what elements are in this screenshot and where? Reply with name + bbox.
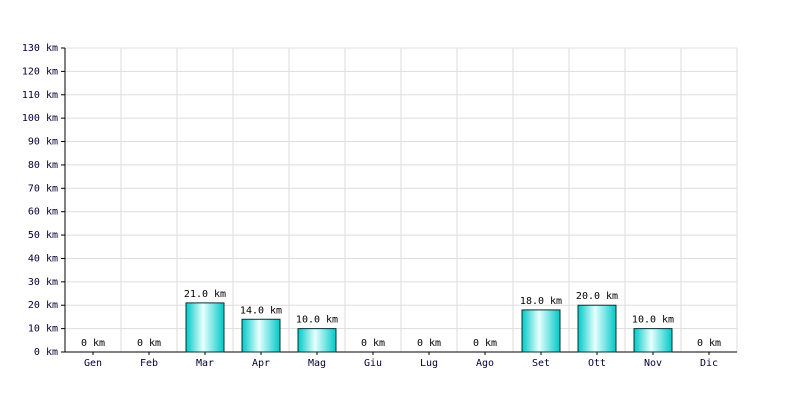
y-tick-label: 50 km xyxy=(28,230,58,241)
x-tick-label: Gen xyxy=(84,358,102,369)
bar xyxy=(577,304,617,353)
bar xyxy=(297,328,337,353)
value-label: 0 km xyxy=(473,338,497,349)
x-tick-label: Giu xyxy=(364,358,382,369)
x-tick-label: Feb xyxy=(140,358,158,369)
y-tick-label: 120 km xyxy=(22,66,58,77)
x-tick-label: Apr xyxy=(252,358,270,369)
bar xyxy=(241,318,281,353)
y-tick-label: 80 km xyxy=(28,160,58,171)
x-tick-label: Set xyxy=(532,358,550,369)
value-label: 21.0 km xyxy=(184,289,226,300)
value-label: 10.0 km xyxy=(632,315,674,326)
y-tick-label: 70 km xyxy=(28,183,58,194)
y-tick-label: 100 km xyxy=(22,113,58,124)
x-tick-label: Dic xyxy=(700,358,718,369)
y-tick-label: 130 km xyxy=(22,43,58,54)
y-tick-label: 30 km xyxy=(28,277,58,288)
y-tick-label: 0 km xyxy=(34,347,58,358)
x-tick-label: Ott xyxy=(588,358,606,369)
x-tick-label: Mag xyxy=(308,358,326,369)
y-tick-label: 60 km xyxy=(28,207,58,218)
x-tick-label: Nov xyxy=(644,358,662,369)
y-tick-label: 110 km xyxy=(22,90,58,101)
x-tick-label: Mar xyxy=(196,358,214,369)
y-tick-label: 10 km xyxy=(28,324,58,335)
bar xyxy=(521,309,561,353)
value-label: 20.0 km xyxy=(576,291,618,302)
value-label: 0 km xyxy=(81,338,105,349)
x-tick-label: Ago xyxy=(476,358,494,369)
value-label: 0 km xyxy=(417,338,441,349)
value-label: 0 km xyxy=(137,338,161,349)
bar xyxy=(185,302,225,353)
x-tick-label: Lug xyxy=(420,358,438,369)
value-label: 10.0 km xyxy=(296,315,338,326)
y-tick-label: 40 km xyxy=(28,253,58,264)
value-label: 14.0 km xyxy=(240,305,282,316)
value-label: 0 km xyxy=(697,338,721,349)
y-tick-label: 20 km xyxy=(28,300,58,311)
value-label: 0 km xyxy=(361,338,385,349)
value-label: 18.0 km xyxy=(520,296,562,307)
y-tick-label: 90 km xyxy=(28,137,58,148)
bar xyxy=(633,328,673,353)
